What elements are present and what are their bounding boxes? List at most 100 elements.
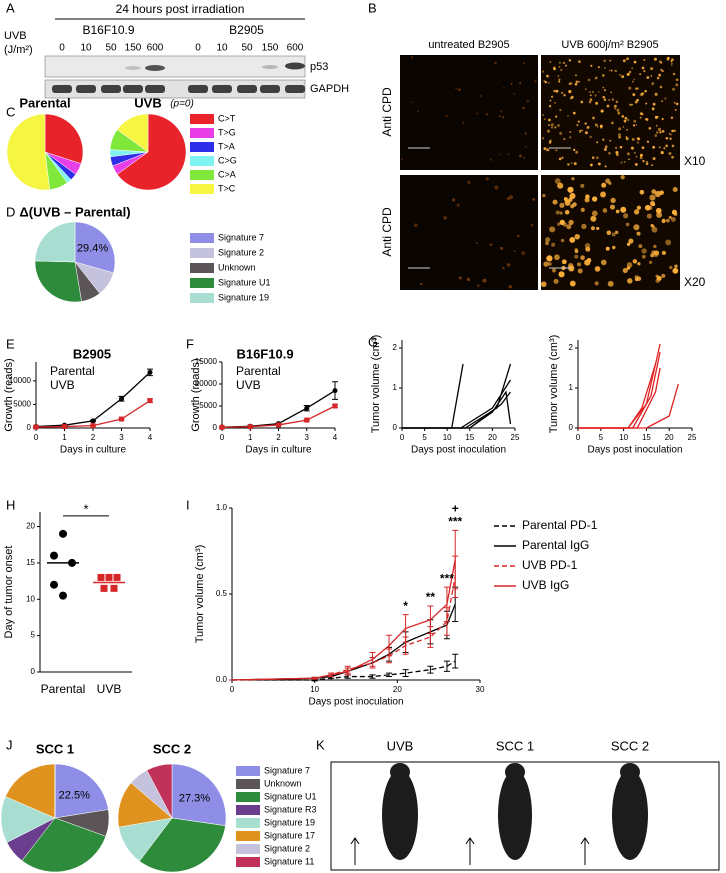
cell	[623, 213, 629, 219]
legend-label: Signature 17	[264, 830, 315, 840]
cell	[590, 163, 593, 167]
cell	[573, 162, 577, 166]
cell	[670, 116, 674, 120]
y-tick-label: 2	[393, 343, 398, 352]
cell	[451, 198, 456, 202]
cell	[604, 145, 608, 149]
error-bar	[452, 653, 459, 669]
x-tick-label: 10	[619, 433, 628, 442]
cell	[655, 131, 659, 134]
cell	[597, 66, 600, 69]
cell	[650, 75, 653, 77]
cell	[609, 139, 612, 142]
band-label: p53	[310, 61, 328, 73]
cell	[594, 266, 601, 272]
x-tick-label: 2	[276, 433, 281, 442]
slice-label: 27.3%	[179, 792, 210, 804]
cell	[543, 261, 549, 267]
micrograph	[400, 55, 538, 170]
point	[100, 584, 108, 592]
x-tick-label: 30	[476, 685, 485, 694]
cell	[672, 87, 676, 91]
cell	[604, 165, 607, 168]
y-tick-label: 10	[26, 594, 35, 603]
cell	[641, 146, 645, 150]
cell	[650, 224, 654, 228]
cell	[665, 136, 669, 140]
series-line	[402, 391, 511, 429]
cell	[445, 114, 448, 118]
x-tick-label: 5	[422, 433, 427, 442]
point	[147, 398, 153, 404]
cell	[584, 243, 591, 249]
error-bar	[452, 529, 459, 590]
cell	[562, 222, 568, 227]
cell	[617, 133, 621, 137]
cell	[674, 269, 679, 273]
cell	[626, 242, 631, 246]
slice-label: 29.4%	[77, 243, 108, 255]
y-tick-label: 20	[26, 522, 35, 531]
column-title: UVB 600j/m² B2905	[561, 39, 658, 51]
cell	[482, 278, 487, 283]
legend-swatch	[190, 278, 214, 288]
cell	[632, 93, 636, 97]
cell	[631, 80, 634, 83]
panel-letter: F	[186, 336, 194, 351]
error-bar	[386, 634, 393, 657]
cell	[665, 144, 668, 148]
x-tick-label: 20	[393, 685, 402, 694]
cell	[610, 69, 613, 72]
annotation: **	[426, 590, 436, 604]
cell	[577, 262, 582, 267]
cell	[462, 121, 465, 124]
legend-swatch	[190, 184, 214, 194]
legend-label: C>G	[218, 155, 237, 165]
pie-slice	[146, 763, 173, 819]
legend-swatch	[190, 233, 214, 243]
cell	[602, 74, 605, 77]
cell	[596, 226, 600, 230]
cell	[558, 66, 561, 68]
cell	[545, 241, 549, 246]
cell	[590, 64, 593, 67]
cell	[633, 60, 637, 64]
cell	[651, 82, 655, 86]
cell	[645, 118, 649, 121]
panel-letter: J	[6, 737, 13, 752]
pie-title: Parental	[19, 95, 70, 110]
cell	[673, 129, 677, 132]
x-tick-label: 3	[119, 433, 124, 442]
dose: 10	[80, 43, 92, 54]
cell	[555, 149, 558, 152]
y-tick-label: 15	[26, 558, 35, 567]
cell	[584, 259, 591, 266]
cell	[579, 129, 582, 132]
cell	[542, 114, 544, 116]
cell	[651, 189, 657, 194]
cell	[619, 73, 622, 76]
cell	[577, 120, 580, 123]
cell	[639, 153, 643, 157]
blot-strip	[44, 55, 306, 78]
cell	[485, 113, 489, 116]
cell	[550, 95, 554, 98]
legend-swatch	[190, 263, 214, 273]
cell	[610, 91, 613, 94]
y-axis-label: Tumor volume (cm³)	[194, 545, 206, 644]
cell	[507, 153, 510, 156]
cell	[401, 158, 403, 161]
cell	[639, 156, 643, 160]
cell	[477, 284, 480, 287]
y-axis-label: Growth (reads)	[190, 358, 202, 431]
cell	[565, 64, 568, 67]
cell	[636, 276, 642, 282]
cell	[574, 249, 579, 254]
pie-slice	[139, 817, 226, 873]
cell	[577, 268, 583, 274]
x-tick-label: 4	[148, 433, 153, 442]
cell	[603, 147, 607, 151]
row-title: Anti CPD	[380, 87, 394, 137]
cell	[602, 95, 606, 99]
cell	[411, 101, 414, 103]
